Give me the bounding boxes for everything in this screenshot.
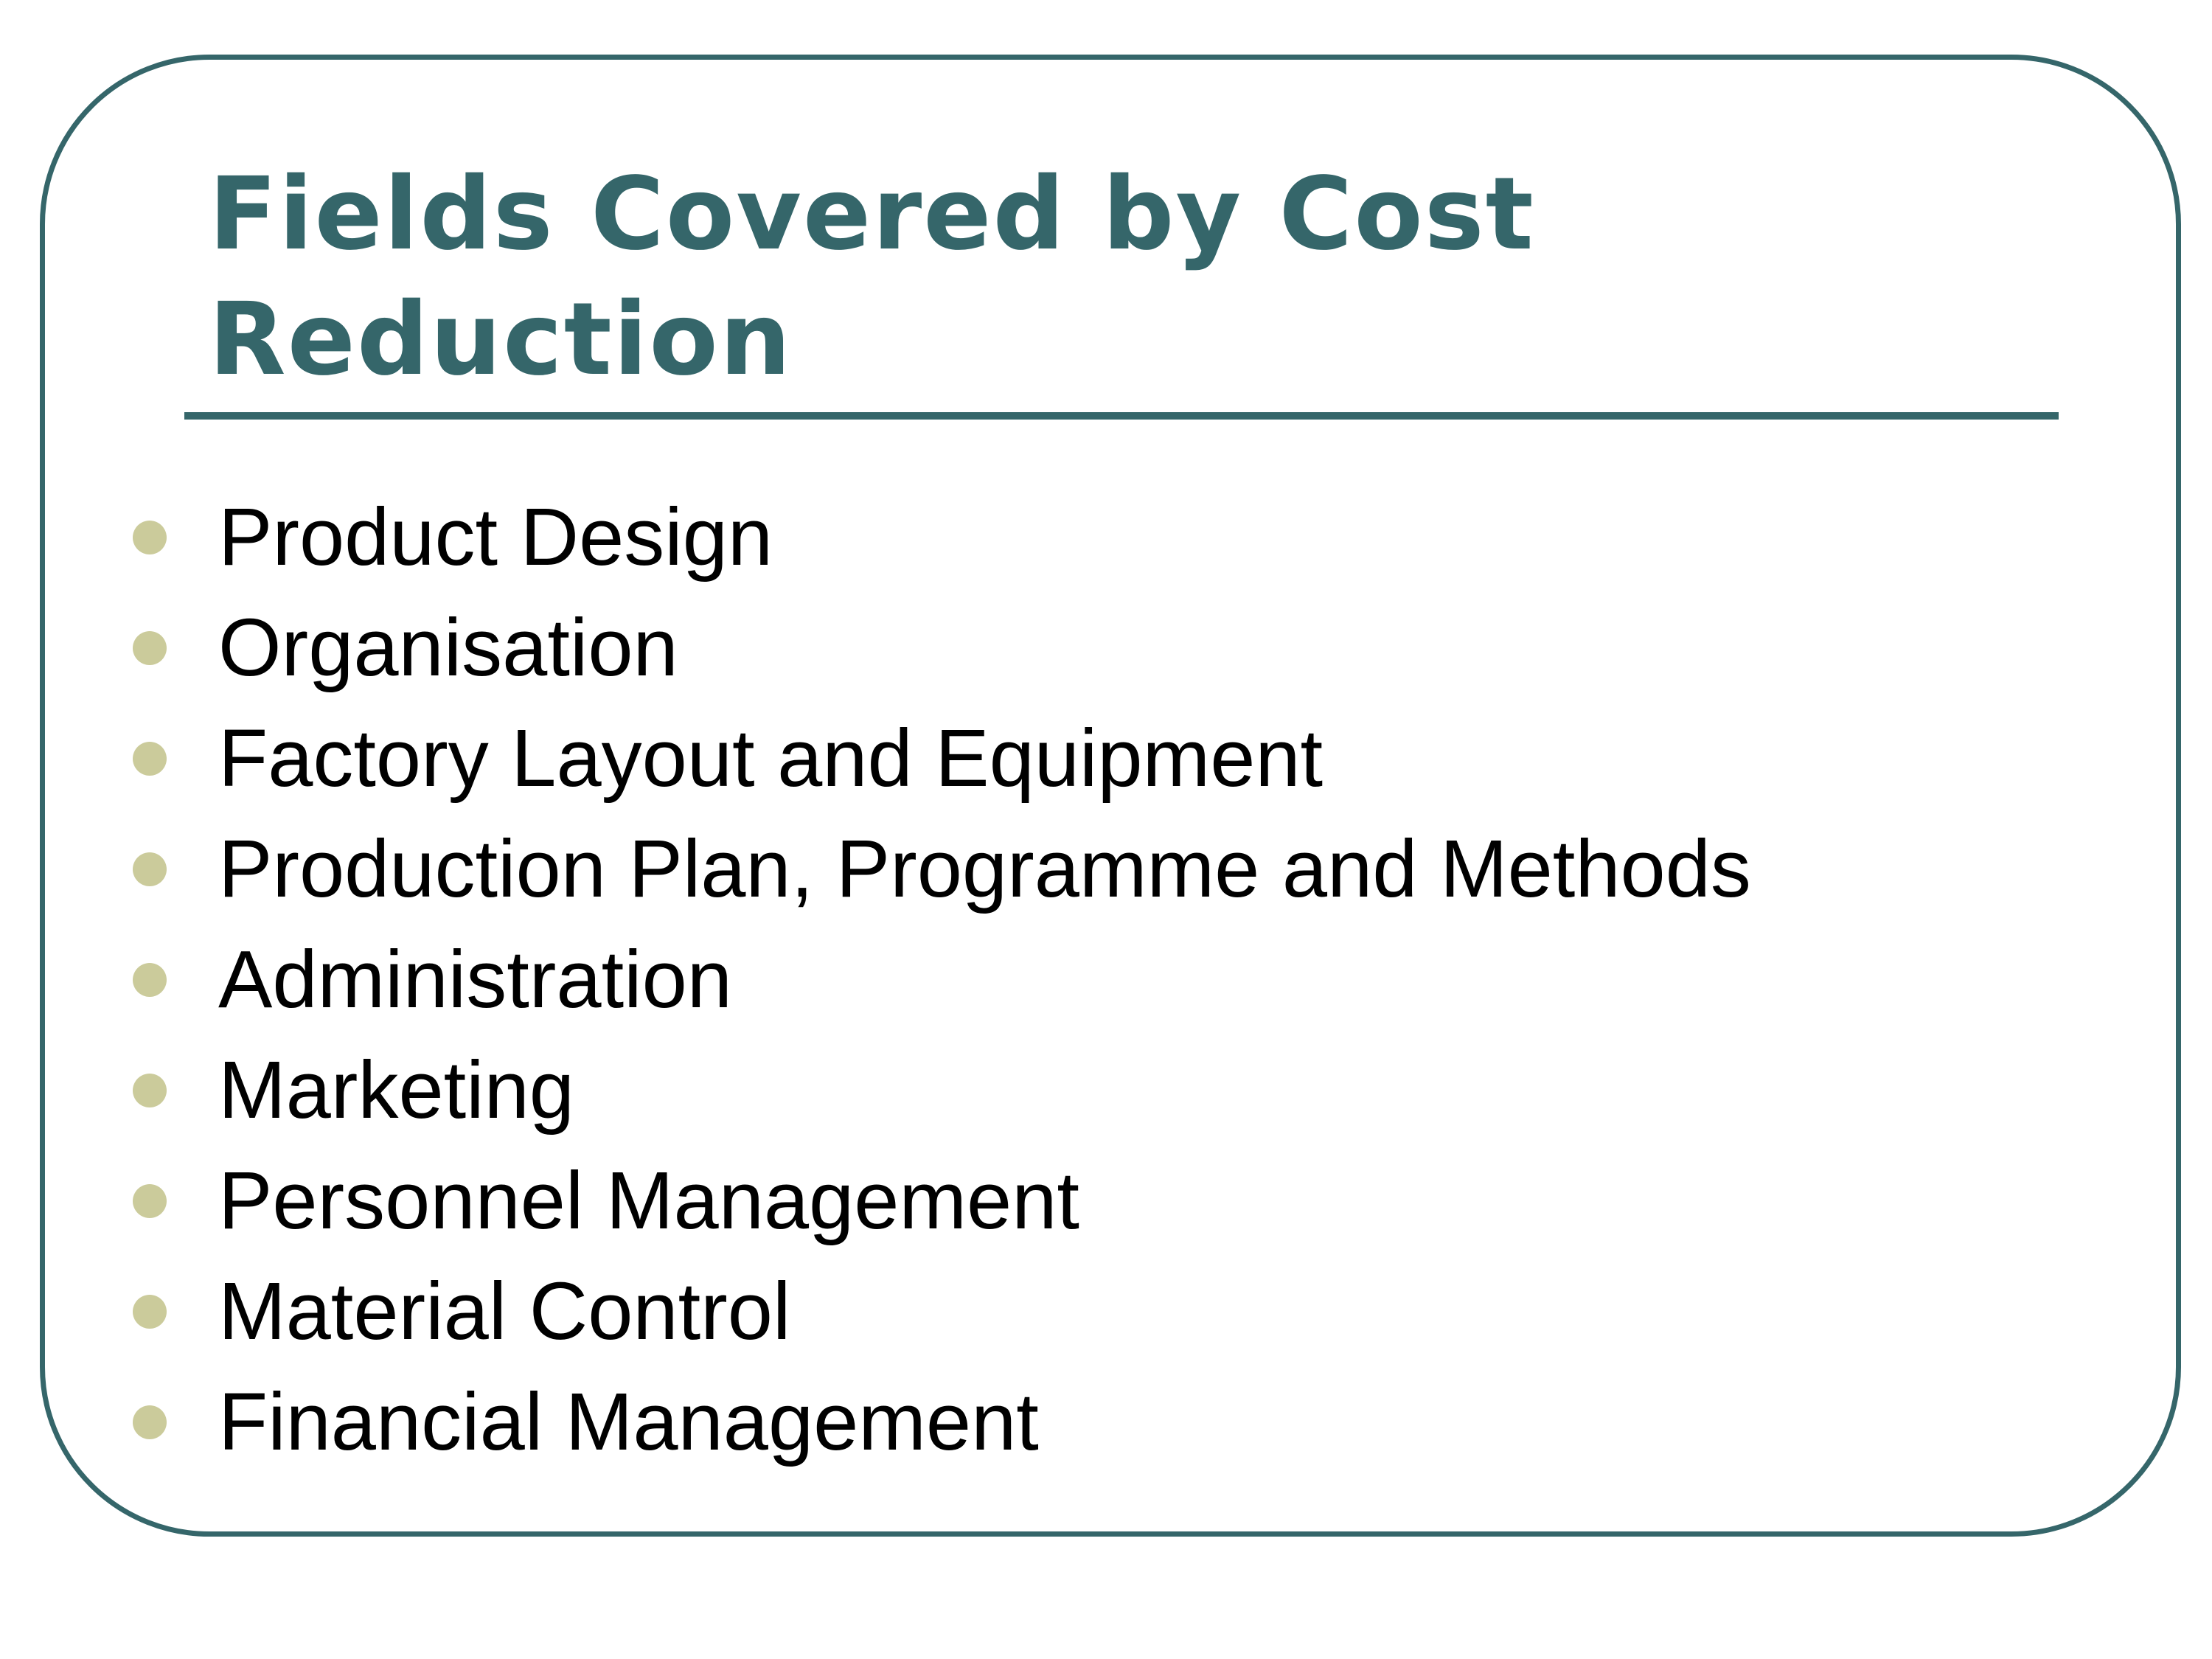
bullet-text: Factory Layout and Equipment	[218, 713, 1324, 804]
bullet-item: Marketing	[133, 1035, 1751, 1146]
slide-frame	[40, 55, 2181, 1537]
bullet-text: Financial Management	[218, 1377, 1039, 1467]
bullet-dot-icon	[133, 1074, 167, 1107]
bullet-text: Production Plan, Programme and Methods	[218, 824, 1751, 914]
bullet-dot-icon	[133, 1405, 167, 1439]
bullet-dot-icon	[133, 1184, 167, 1218]
bullet-text: Marketing	[218, 1045, 574, 1135]
title-divider	[184, 412, 2059, 420]
bullet-item: Personnel Management	[133, 1146, 1751, 1256]
bullet-item: Organisation	[133, 593, 1751, 703]
bullet-dot-icon	[133, 521, 167, 554]
bullet-text: Product Design	[218, 492, 773, 582]
bullet-dot-icon	[133, 1295, 167, 1329]
bullet-dot-icon	[133, 742, 167, 776]
bullet-text: Personnel Management	[218, 1155, 1079, 1246]
bullet-dot-icon	[133, 852, 167, 886]
bullet-dot-icon	[133, 963, 167, 997]
bullet-item: Material Control	[133, 1256, 1751, 1367]
bullet-item: Financial Management	[133, 1367, 1751, 1478]
bullet-item: Factory Layout and Equipment	[133, 703, 1751, 814]
bullet-text: Material Control	[218, 1266, 791, 1357]
bullet-item: Administration	[133, 925, 1751, 1035]
bullet-text: Organisation	[218, 602, 678, 693]
bullet-item: Product Design	[133, 482, 1751, 593]
bullet-item: Production Plan, Programme and Methods	[133, 814, 1751, 925]
bullet-text: Administration	[218, 934, 732, 1025]
slide-title: Fields Covered by Cost Reduction	[209, 156, 1535, 398]
bullet-list: Product Design Organisation Factory Layo…	[133, 482, 1751, 1478]
bullet-dot-icon	[133, 631, 167, 665]
